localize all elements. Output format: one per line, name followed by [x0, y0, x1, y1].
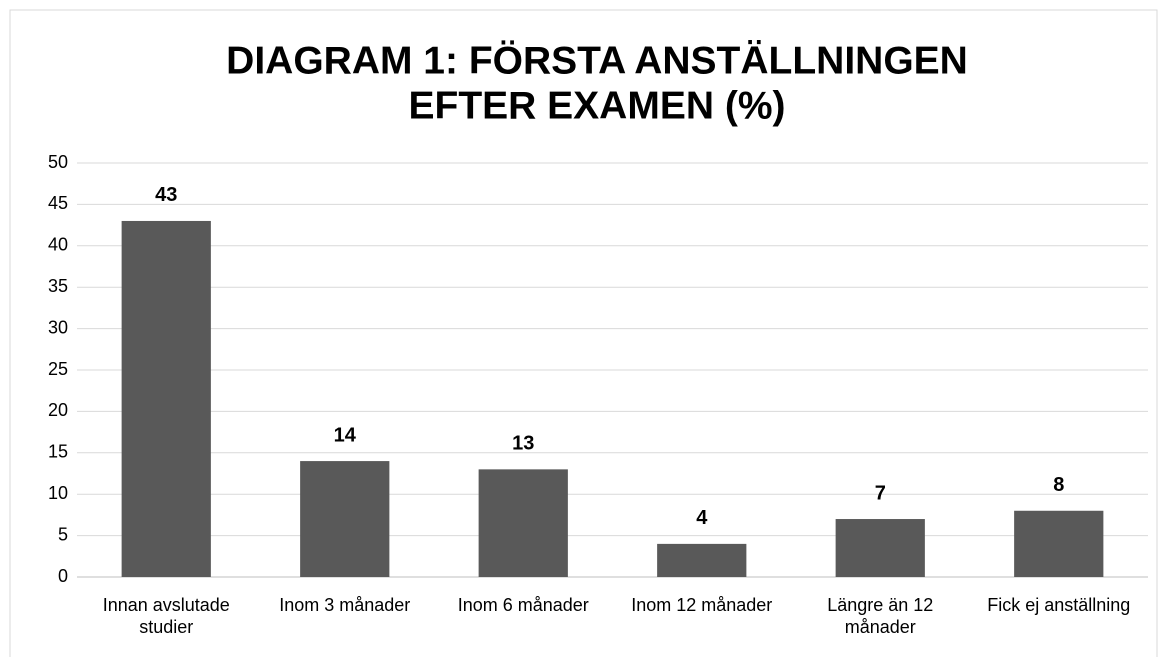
bar [1014, 510, 1104, 577]
chart-title: EFTER EXAMEN (%) [408, 84, 785, 127]
x-tick-label: Fick ej anställning [987, 595, 1131, 615]
y-tick-label: 15 [48, 442, 68, 462]
y-tick-label: 45 [48, 193, 68, 213]
bar [478, 469, 568, 577]
x-tick-label: Längre än 12 månader [827, 595, 934, 637]
y-tick-label: 20 [48, 400, 68, 420]
data-label: 8 [1053, 474, 1064, 496]
data-label: 4 [696, 507, 708, 529]
chart-title: DIAGRAM 1: FÖRSTA ANSTÄLLNINGEN [226, 39, 968, 82]
data-label: 14 [334, 424, 357, 446]
bar [657, 543, 747, 577]
y-tick-label: 0 [58, 566, 68, 586]
y-tick-label: 50 [48, 152, 68, 172]
x-tick-label: Innan avslutade studier [102, 595, 230, 637]
y-tick-label: 5 [58, 524, 68, 544]
x-tick-label: Inom 6 månader [457, 595, 589, 615]
bar [300, 461, 390, 577]
x-tick-label: Inom 12 månader [631, 595, 773, 615]
x-tick-label: Inom 3 månader [279, 595, 411, 615]
data-label: 7 [875, 482, 886, 504]
bar [835, 519, 925, 577]
y-tick-label: 25 [48, 359, 68, 379]
data-label: 13 [512, 433, 534, 455]
y-tick-label: 35 [48, 276, 68, 296]
data-label: 43 [155, 184, 177, 206]
y-tick-label: 40 [48, 235, 68, 255]
y-tick-label: 10 [48, 483, 68, 503]
bar [121, 220, 211, 577]
y-tick-label: 30 [48, 317, 68, 337]
